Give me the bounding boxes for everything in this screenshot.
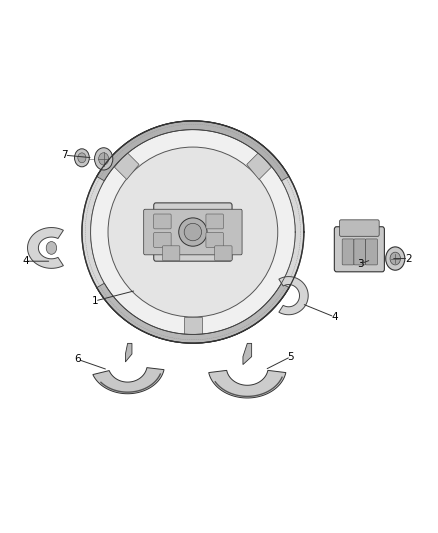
- FancyBboxPatch shape: [154, 232, 171, 247]
- Polygon shape: [28, 228, 64, 268]
- Circle shape: [78, 153, 86, 163]
- Text: 5: 5: [287, 352, 294, 361]
- Polygon shape: [247, 152, 272, 180]
- Polygon shape: [243, 343, 252, 365]
- Polygon shape: [184, 317, 201, 334]
- FancyBboxPatch shape: [206, 232, 223, 247]
- Text: 3: 3: [357, 259, 364, 269]
- FancyBboxPatch shape: [162, 246, 180, 261]
- FancyBboxPatch shape: [144, 209, 242, 255]
- Ellipse shape: [108, 147, 278, 317]
- Circle shape: [46, 241, 57, 254]
- Ellipse shape: [91, 130, 295, 334]
- Polygon shape: [97, 121, 289, 181]
- Polygon shape: [97, 283, 289, 343]
- Text: 6: 6: [74, 354, 81, 364]
- Polygon shape: [125, 343, 132, 362]
- Ellipse shape: [184, 223, 201, 241]
- FancyBboxPatch shape: [154, 203, 232, 261]
- Polygon shape: [279, 277, 308, 315]
- Text: 7: 7: [61, 150, 68, 160]
- Circle shape: [74, 149, 89, 167]
- FancyBboxPatch shape: [342, 239, 354, 265]
- FancyBboxPatch shape: [366, 239, 378, 265]
- Circle shape: [390, 252, 400, 265]
- Circle shape: [99, 153, 109, 165]
- Text: 4: 4: [22, 256, 28, 266]
- Ellipse shape: [82, 121, 304, 343]
- FancyBboxPatch shape: [334, 227, 385, 272]
- Polygon shape: [93, 368, 164, 394]
- FancyBboxPatch shape: [206, 214, 223, 229]
- Polygon shape: [114, 152, 139, 180]
- FancyBboxPatch shape: [354, 239, 366, 265]
- Circle shape: [386, 247, 405, 270]
- Circle shape: [95, 148, 113, 170]
- Text: 2: 2: [405, 254, 412, 263]
- Ellipse shape: [179, 218, 207, 246]
- FancyBboxPatch shape: [339, 220, 379, 236]
- Text: 1: 1: [92, 296, 98, 306]
- Polygon shape: [209, 370, 286, 398]
- FancyBboxPatch shape: [154, 214, 171, 229]
- Text: 4: 4: [331, 312, 338, 322]
- FancyBboxPatch shape: [215, 246, 232, 261]
